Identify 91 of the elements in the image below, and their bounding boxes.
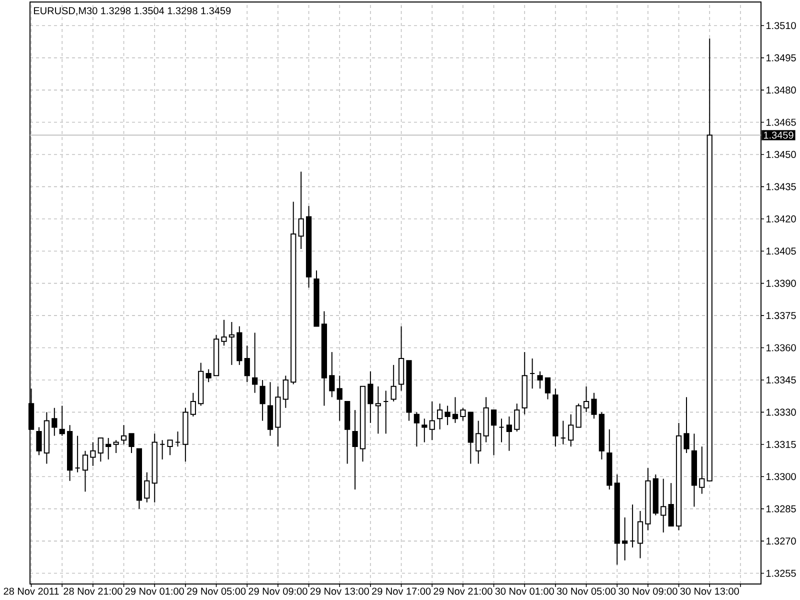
- y-tick-label: 1.3465: [766, 118, 796, 126]
- candlestick: [144, 472, 150, 503]
- candlestick: [544, 377, 551, 400]
- y-tick-label: 1.3285: [766, 505, 796, 512]
- x-tick-label: 28 Nov 2011: [4, 588, 59, 595]
- candlestick: [228, 321, 235, 366]
- x-tick-label: 29 Nov 13:00: [310, 588, 369, 595]
- y-tick-label: 1.3375: [766, 312, 796, 320]
- candlestick: [506, 416, 512, 452]
- x-tick-label: 29 Nov 17:00: [372, 588, 431, 595]
- y-tick-label: 1.3510: [766, 22, 796, 30]
- candlestick: [583, 386, 590, 413]
- candlestick: [252, 332, 258, 394]
- y-tick-label: 1.3300: [766, 473, 796, 480]
- candlestick: [414, 412, 420, 448]
- x-tick-label: 29 Nov 05:00: [187, 588, 246, 595]
- candlestick: [206, 368, 212, 383]
- candlestick: [329, 352, 335, 398]
- candlestick: [260, 379, 266, 422]
- candlestick: [244, 345, 250, 383]
- candlestick: [622, 516, 628, 561]
- y-tick-label: 1.3495: [766, 54, 796, 62]
- candlestick: [98, 437, 104, 462]
- candlestick: [560, 420, 566, 445]
- candlestick: [90, 442, 96, 466]
- candlestick: [82, 450, 88, 492]
- candlestick: [452, 396, 458, 424]
- y-tick-label: 1.3450: [766, 150, 796, 158]
- candlestick: [36, 426, 42, 456]
- candlestick: [221, 319, 227, 346]
- y-tick-label: 1.3330: [766, 408, 796, 416]
- y-tick-label: 1.3255: [766, 570, 796, 577]
- candlestick: [352, 410, 358, 490]
- x-tick-label: 28 Nov 21:00: [64, 588, 122, 595]
- candlestick: [490, 410, 497, 456]
- candlestick: [282, 375, 288, 408]
- candlestick: [568, 414, 574, 448]
- candlestick: [167, 440, 173, 456]
- candlestick: [576, 403, 582, 428]
- candlestick: [59, 405, 65, 436]
- candlestick: [298, 171, 304, 250]
- candlestick: [120, 424, 127, 445]
- candlestick: [52, 407, 58, 436]
- candlestick: [160, 440, 166, 460]
- chart-title: EURUSD,M30 1.3298 1.3504 1.3298 1.3459: [34, 7, 231, 16]
- candlestick: [128, 433, 134, 454]
- candlestick: [660, 478, 666, 533]
- candlestick: [514, 403, 520, 432]
- y-tick-label: 1.3420: [766, 215, 796, 222]
- candlestick: [383, 390, 389, 434]
- x-tick-label: 30 Nov 05:00: [556, 588, 616, 595]
- candlestick: [591, 392, 597, 420]
- x-tick-label: 30 Nov 13:00: [680, 588, 739, 595]
- candlestick: [429, 400, 435, 441]
- candlestick: [174, 431, 181, 448]
- y-tick-label: 1.3390: [766, 280, 796, 287]
- candlestick: [106, 437, 112, 460]
- y-tick-label: 1.3435: [766, 183, 796, 190]
- x-tick-label: 29 Nov 01:00: [125, 588, 184, 595]
- candlestick: [684, 396, 690, 454]
- y-tick-label: 1.3315: [766, 440, 796, 448]
- candlestick: [113, 440, 119, 454]
- candlestick: [437, 403, 443, 430]
- candlestick: [190, 392, 196, 417]
- candlestick: [422, 418, 428, 443]
- y-tick-label: 1.3480: [766, 86, 796, 94]
- x-tick-label: 29 Nov 09:00: [248, 588, 308, 595]
- candlestick: [476, 420, 482, 464]
- candlestick: [368, 370, 374, 424]
- y-tick-label: 1.3405: [766, 248, 796, 255]
- candlestick: [267, 382, 274, 436]
- y-tick-label: 1.3360: [766, 344, 796, 352]
- candlestick: [336, 375, 342, 422]
- candlestick: [498, 418, 504, 443]
- candlestick: [460, 407, 466, 422]
- candlestick: [375, 386, 381, 434]
- x-tick-label: 30 Nov 09:00: [618, 588, 678, 595]
- y-tick-label: 1.3345: [766, 376, 796, 384]
- y-tick-label: 1.3270: [766, 538, 796, 545]
- candlestick: [537, 370, 543, 390]
- candlestick: [668, 482, 674, 527]
- candlestick: [699, 446, 705, 494]
- candlestick: [630, 504, 636, 548]
- ref-line-label: 1.3459: [764, 132, 794, 139]
- candlestick: [74, 435, 80, 473]
- candlestick: [637, 510, 644, 559]
- candlestick: [444, 405, 450, 426]
- candlestick: [530, 358, 536, 390]
- candlestick: [390, 364, 396, 402]
- x-tick-label: 29 Nov 21:00: [434, 588, 492, 595]
- x-tick-label: 30 Nov 01:00: [495, 588, 554, 595]
